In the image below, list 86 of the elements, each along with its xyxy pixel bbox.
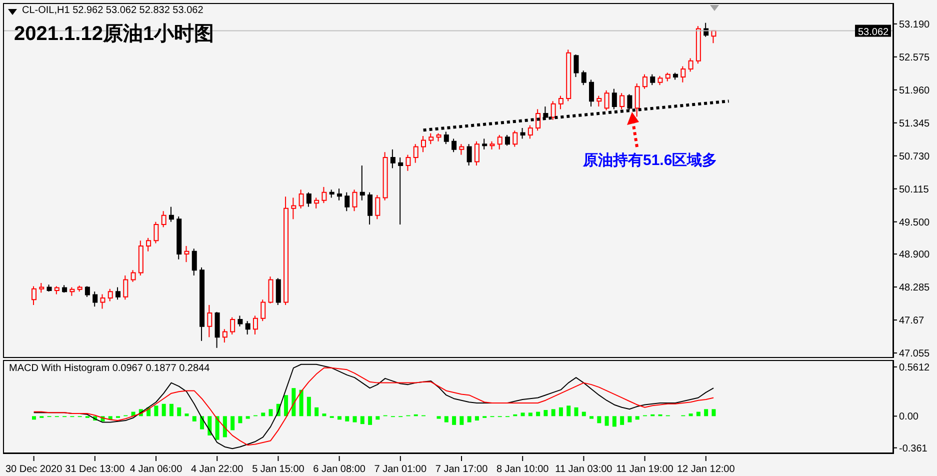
bar [688, 414, 693, 416]
y-tick-label: 50.115 [899, 184, 930, 196]
bar [582, 412, 586, 416]
bar [474, 416, 479, 421]
bar [222, 416, 227, 438]
x-tick-label: 4 Jan 22:00 [190, 464, 244, 475]
x-tick-label: 5 Jan 15:00 [252, 464, 305, 475]
y-tick-label: 0.00 [899, 412, 919, 423]
annotation: CL-OIL,H1 52.962 53.062 52.832 53.062 [22, 5, 204, 16]
y-tick-label: 49.500 [899, 217, 930, 228]
bar [444, 416, 448, 422]
bar [452, 416, 456, 425]
y-tick-label: 51.960 [899, 85, 930, 96]
bar [551, 409, 556, 416]
bar [246, 416, 250, 419]
bar [520, 412, 525, 416]
candlestick [360, 166, 365, 200]
bar [467, 416, 472, 422]
bar [460, 416, 464, 425]
bar [612, 416, 616, 427]
bar [536, 412, 540, 416]
bar [268, 409, 273, 416]
bar [154, 406, 158, 416]
y-tick-label: 53.190 [899, 19, 930, 30]
annotation: 原油持有51.6区域多 [583, 151, 718, 170]
bar [184, 414, 189, 416]
bar [208, 416, 212, 436]
y-tick-label: 52.575 [899, 52, 930, 64]
bar [284, 395, 288, 416]
y-tick-label: -0.361 [899, 443, 928, 454]
bar [215, 416, 220, 440]
y-tick-label: 50.730 [899, 151, 930, 162]
x-tick-label: 6 Jan 08:00 [313, 464, 366, 475]
bar [230, 416, 235, 430]
bar [566, 406, 571, 416]
bar [376, 416, 380, 420]
x-tick-label: 11 Jan 19:00 [616, 464, 674, 475]
bar [712, 409, 716, 416]
bar [306, 396, 311, 416]
chart-title: MACD With Histogram 0.0967 0.1877 0.2844 [9, 363, 210, 374]
bar [528, 412, 532, 416]
y-tick-label: 48.900 [899, 250, 930, 261]
bar [635, 416, 640, 420]
bar [238, 416, 242, 424]
bar [177, 407, 182, 416]
bar [337, 416, 342, 420]
x-tick-label: 8 Jan 10:00 [496, 464, 550, 475]
candlestick [398, 157, 404, 225]
bar [299, 390, 304, 416]
bar [696, 412, 700, 416]
bar [704, 409, 708, 416]
bar [292, 388, 296, 416]
bar [604, 416, 609, 426]
bar [544, 410, 548, 416]
x-tick-label: 12 Jan 12:00 [676, 464, 736, 475]
bar [192, 416, 196, 422]
x-tick-label: 31 Dec 13:00 [65, 464, 126, 475]
y-tick-label: 47.67 [899, 316, 924, 327]
bar [360, 416, 364, 424]
x-tick-label: 11 Jan 03:00 [555, 464, 613, 475]
bar [162, 404, 166, 416]
x-tick-label: 30 Dec 2020 [5, 464, 63, 475]
bar [436, 416, 441, 419]
x-tick-label: 7 Jan 01:00 [374, 464, 427, 475]
bar [322, 414, 326, 416]
text: 2021.1.12原油1小时图 [14, 22, 214, 47]
bar [590, 416, 594, 419]
y-tick-label: 51.345 [899, 118, 930, 130]
bar [169, 404, 174, 416]
bar [597, 416, 602, 424]
y-tick-label: 47.055 [899, 348, 930, 360]
ref-line-label: 53.062 [858, 26, 890, 38]
bar [574, 407, 578, 416]
y-tick-label: 48.285 [899, 282, 930, 294]
x-tick-label: 4 Jan 06:00 [130, 464, 183, 475]
bar [314, 407, 319, 416]
bar [352, 416, 357, 422]
bar [620, 416, 624, 425]
bar [32, 416, 36, 420]
bar [558, 407, 563, 416]
y-tick-label: 0.5612 [899, 362, 930, 374]
bar [368, 416, 372, 425]
bar [261, 412, 266, 416]
bar [345, 416, 350, 422]
x-tick-label: 7 Jan 17:00 [435, 464, 488, 475]
bar [628, 416, 632, 422]
